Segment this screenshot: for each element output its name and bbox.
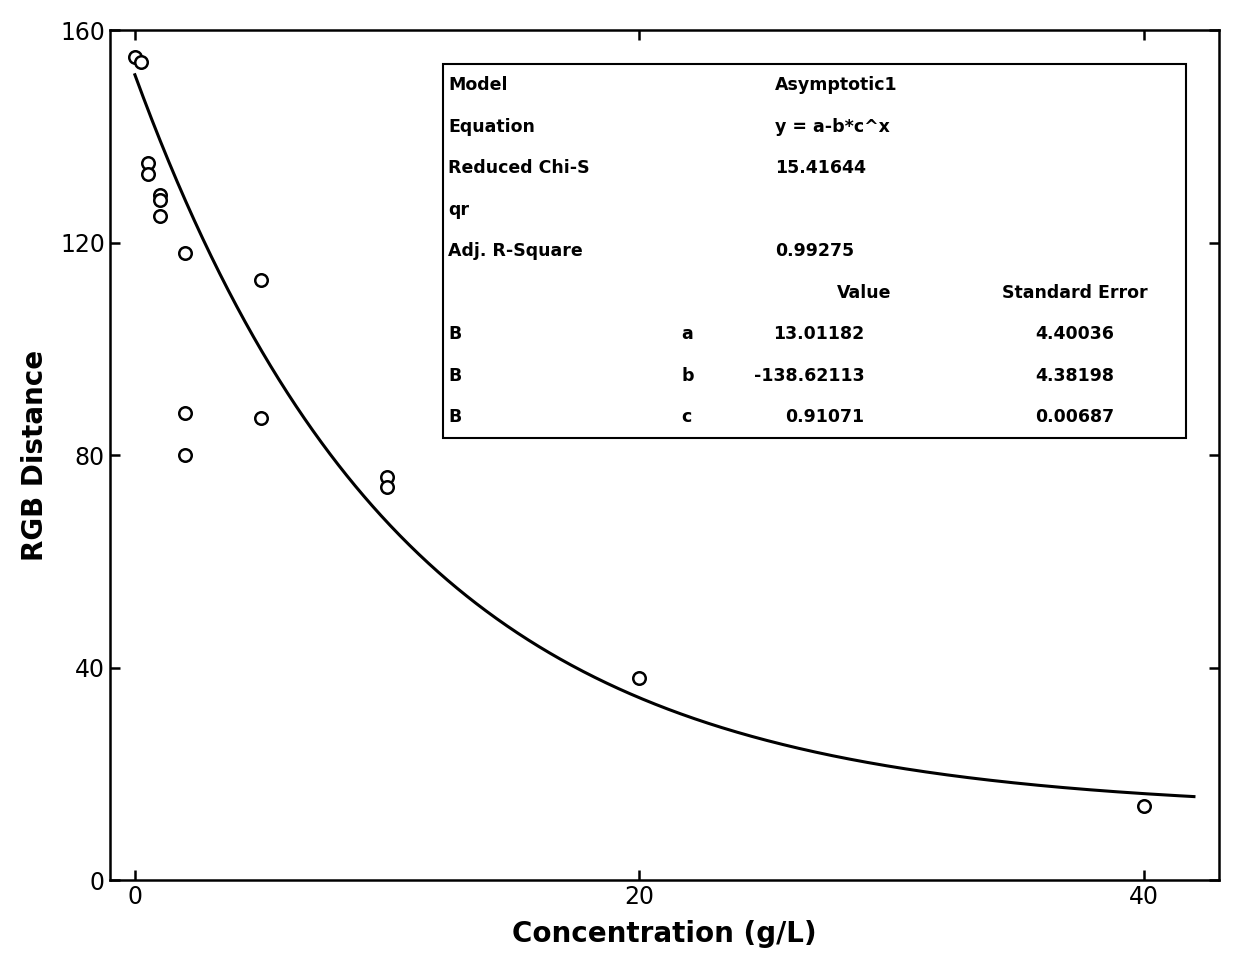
Text: Equation: Equation: [448, 117, 534, 136]
Text: Model: Model: [448, 77, 507, 94]
Point: [377, 469, 397, 484]
Text: qr: qr: [448, 201, 469, 219]
Point: [131, 54, 151, 70]
Point: [150, 193, 170, 208]
Point: [150, 208, 170, 224]
Text: B: B: [448, 326, 461, 343]
Text: 4.38198: 4.38198: [1035, 367, 1115, 385]
Point: [138, 166, 157, 181]
Text: B: B: [448, 409, 461, 426]
Text: Reduced Chi-S: Reduced Chi-S: [448, 159, 590, 177]
Text: 4.40036: 4.40036: [1035, 326, 1115, 343]
Point: [125, 49, 145, 65]
Text: Asymptotic1: Asymptotic1: [775, 77, 898, 94]
Point: [377, 480, 397, 495]
Point: [150, 187, 170, 203]
Text: Standard Error: Standard Error: [1002, 284, 1148, 302]
Point: [138, 155, 157, 171]
Text: Adj. R-Square: Adj. R-Square: [448, 242, 583, 261]
Point: [1133, 798, 1153, 814]
Text: 15.41644: 15.41644: [775, 159, 867, 177]
Text: 0.91071: 0.91071: [785, 409, 864, 426]
Text: 0.00687: 0.00687: [1035, 409, 1115, 426]
Text: 0.99275: 0.99275: [775, 242, 854, 261]
Point: [175, 405, 195, 421]
Point: [629, 671, 649, 686]
Text: y = a-b*c^x: y = a-b*c^x: [775, 117, 890, 136]
Point: [175, 246, 195, 262]
Text: B: B: [448, 367, 461, 385]
Text: 13.01182: 13.01182: [773, 326, 864, 343]
Y-axis label: RGB Distance: RGB Distance: [21, 350, 48, 561]
Point: [250, 410, 270, 425]
X-axis label: Concentration (g/L): Concentration (g/L): [512, 921, 817, 949]
Text: Value: Value: [837, 284, 892, 302]
Text: -138.62113: -138.62113: [754, 367, 864, 385]
FancyBboxPatch shape: [443, 64, 1185, 438]
Point: [175, 448, 195, 463]
Text: b: b: [681, 367, 693, 385]
Point: [250, 272, 270, 288]
Text: a: a: [681, 326, 693, 343]
Text: c: c: [681, 409, 692, 426]
